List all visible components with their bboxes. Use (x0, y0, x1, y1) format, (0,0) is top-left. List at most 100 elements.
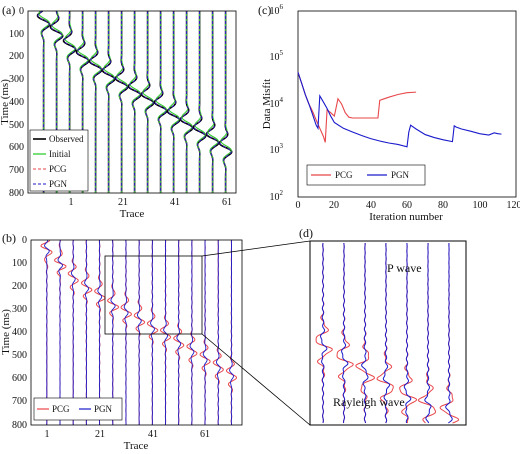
trace-initial (194, 11, 206, 193)
panel-b-ytick: 400 (12, 327, 27, 338)
panel-a-legend-box (29, 129, 89, 192)
trace-pgn (219, 11, 232, 193)
panel-a-ylabel: Time (ms) (0, 79, 11, 125)
panel-c-ytick: 105 (270, 49, 284, 63)
panel-a-ytick: 600 (9, 142, 24, 153)
panel-c-yticks: 102 103 104 105 106 (270, 3, 284, 203)
trace-pgn (341, 242, 349, 424)
trace-pgn (424, 243, 432, 424)
legend-label-pgn: PGN (49, 179, 68, 189)
legend-label-pcg: PCG (49, 164, 67, 174)
legend-label-initial: Initial (49, 149, 71, 159)
trace-pgn (76, 11, 89, 193)
panel-c-label: (c) (258, 3, 271, 17)
trace-pgn (403, 242, 412, 424)
panel-c-frame (297, 10, 517, 198)
panel-a-xtick: 41 (170, 197, 180, 208)
panel-a-ytick: 800 (9, 188, 24, 199)
trace-initial (168, 11, 180, 193)
panel-b-ytick: 300 (12, 304, 27, 315)
trace-pgn (154, 11, 167, 193)
series-pgn (297, 72, 502, 148)
panel-b-ytick: 200 (12, 281, 27, 292)
zoom-connector-top (201, 240, 311, 257)
trace-pgn (193, 11, 206, 193)
panel-c-ylabel: Data Misfit (261, 79, 273, 129)
zoom-connector-bottom (201, 333, 311, 426)
trace-initial (116, 11, 128, 193)
panel-b-xtick: 21 (95, 429, 105, 440)
panel-a-ytick: 500 (9, 120, 24, 131)
trace-pgn (123, 239, 129, 426)
panel-c-xtick: 20 (329, 200, 339, 211)
panel-b-ytick: 800 (12, 420, 27, 431)
panel-b-ylabel: Time (ms) (0, 309, 12, 355)
panel-b-yticks: 0 100 200 300 400 500 600 700 800 (12, 235, 27, 431)
panel-c-xtick: 120 (507, 200, 520, 211)
panel-c-ytick: 104 (270, 96, 284, 110)
trace-pgn (189, 239, 195, 426)
trace-pgn (167, 11, 180, 193)
legend-label-pcg: PCG (52, 404, 70, 414)
panel-a-xtick: 61 (222, 197, 232, 208)
panel-c-plot (297, 72, 502, 148)
panel-b-ytick: 0 (22, 235, 27, 246)
panel-b-legend-box (33, 397, 123, 421)
trace-initial (181, 11, 193, 193)
trace-initial (103, 11, 115, 193)
trace-pgn (361, 242, 369, 424)
trace-pgn (150, 239, 155, 426)
panel-b-legend: PCG PGN (33, 397, 123, 421)
trace-pgn (70, 239, 76, 426)
panel-b-xticks: 1 21 41 61 (45, 429, 211, 440)
panel-a-xtick: 1 (69, 197, 74, 208)
panel-a-ytick: 200 (9, 51, 24, 62)
panel-a-xtick: 21 (118, 197, 128, 208)
trace-pgn (163, 239, 169, 426)
trace-pgn (176, 240, 182, 425)
trace-pgn (57, 239, 63, 426)
panel-b-ytick: 700 (12, 396, 27, 407)
trace-pgn (206, 11, 219, 193)
panel-c-xtick: 60 (402, 200, 412, 211)
panel-a-legend: Observed Initial PCG PGN (29, 129, 89, 192)
panel-a-ytick: 0 (19, 6, 24, 17)
annotation-p-wave: P wave (387, 261, 422, 275)
panel-a-yticks: 0 100 200 300 400 500 600 700 800 (9, 6, 24, 199)
trace-pgn (44, 239, 50, 425)
panel-d-traces (315, 242, 460, 424)
panel-b-ytick: 500 (12, 350, 27, 361)
trace-pgn (84, 239, 89, 426)
panel-d-frame (309, 240, 467, 426)
panel-a-ytick: 400 (9, 97, 24, 108)
trace-initial (129, 11, 141, 193)
panel-c-xlabel: Iteration number (369, 211, 443, 223)
trace-pgn (37, 10, 50, 193)
legend-label-pgn: PGN (94, 404, 113, 414)
trace-pgn (89, 11, 102, 193)
panel-b-xtick: 61 (200, 429, 210, 440)
legend-label-pcg: PCG (335, 170, 353, 180)
trace-initial (155, 11, 167, 193)
panel-c-ytick: 106 (270, 3, 284, 17)
panel-a-xlabel: Trace (120, 208, 145, 220)
panel-b-xtick: 41 (148, 429, 158, 440)
panel-a-ytick: 700 (9, 165, 24, 176)
annotation-rayleigh-wave: Rayleigh wave (333, 395, 405, 409)
trace-pgn (202, 239, 208, 426)
trace-pgn (110, 239, 116, 425)
legend-label-observed: Observed (49, 134, 84, 144)
panel-c-xticks: 0 20 40 60 80 100 120 (296, 200, 520, 211)
panel-a-ytick: 100 (9, 29, 24, 40)
panel-b-xlabel: Trace (124, 440, 149, 452)
trace-pgn (97, 239, 103, 426)
trace-pgn (128, 11, 141, 193)
panel-c-xtick: 100 (473, 200, 488, 211)
zoom-box (104, 255, 203, 335)
trace-pgn (215, 239, 221, 426)
trace-pgn (102, 11, 115, 193)
trace-pcg (315, 242, 333, 424)
trace-pgn (136, 239, 142, 426)
panel-a-frame (27, 10, 237, 194)
series-pcg (297, 72, 417, 143)
